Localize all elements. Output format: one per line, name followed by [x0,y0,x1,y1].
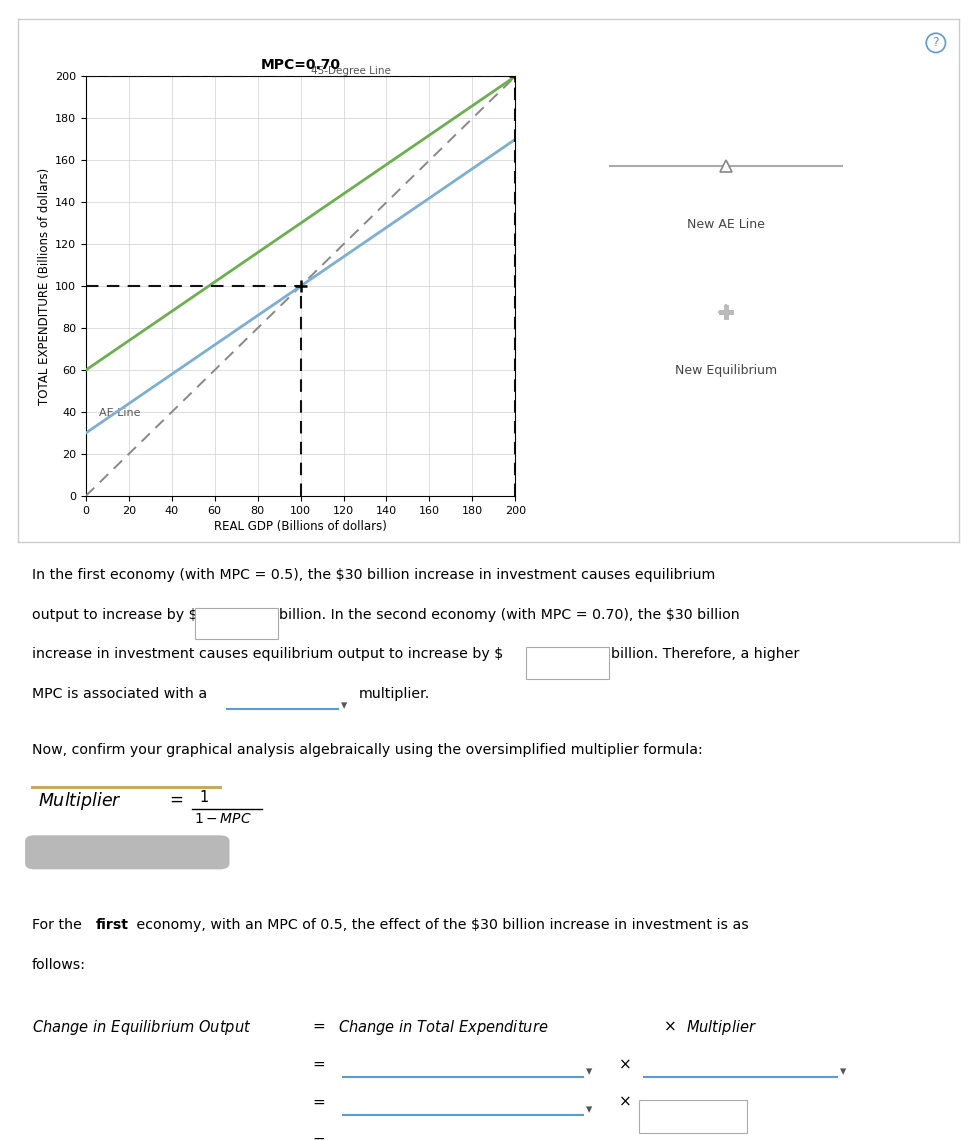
Title: MPC=0.70: MPC=0.70 [261,58,341,73]
Text: $\mathit{Change\ in\ Equilibrium\ Output}$: $\mathit{Change\ in\ Equilibrium\ Output… [31,1018,252,1037]
Text: ▾: ▾ [586,1102,591,1116]
Text: $=$: $=$ [309,1132,326,1140]
Text: $\mathit{Multiplier}$: $\mathit{Multiplier}$ [38,790,122,812]
FancyBboxPatch shape [194,608,277,640]
X-axis label: REAL GDP (Billions of dollars): REAL GDP (Billions of dollars) [214,520,387,532]
Text: increase in investment causes equilibrium output to increase by $: increase in investment causes equilibriu… [31,648,503,661]
Text: economy, with an MPC of 0.5, the effect of the $30 billion increase in investmen: economy, with an MPC of 0.5, the effect … [132,919,749,933]
Text: billion. Therefore, a higher: billion. Therefore, a higher [611,648,799,661]
Text: ▾: ▾ [586,1065,591,1077]
FancyBboxPatch shape [526,648,609,679]
Text: AE Line: AE Line [99,408,141,418]
Text: $\times$: $\times$ [663,1018,675,1033]
Y-axis label: TOTAL EXPENDITURE (Billions of dollars): TOTAL EXPENDITURE (Billions of dollars) [38,168,51,405]
Text: $=$: $=$ [166,790,183,808]
Text: $=$: $=$ [309,1056,326,1072]
Text: ▾: ▾ [839,1065,846,1077]
Text: $\times$: $\times$ [619,1056,631,1072]
Text: $\mathit{Change\ in\ Total\ Expenditure}$: $\mathit{Change\ in\ Total\ Expenditure}… [338,1018,549,1037]
Text: $1$: $1$ [199,789,209,805]
Text: Now, confirm your graphical analysis algebraically using the oversimplified mult: Now, confirm your graphical analysis alg… [31,743,703,757]
Text: In the first economy (with MPC = 0.5), the $30 billion increase in investment ca: In the first economy (with MPC = 0.5), t… [31,568,715,581]
Text: $\mathit{Multiplier}$: $\mathit{Multiplier}$ [686,1018,757,1037]
Text: first: first [96,919,129,933]
Text: New Equilibrium: New Equilibrium [675,364,777,377]
Text: $\mathit{1-MPC}$: $\mathit{1-MPC}$ [193,812,252,825]
FancyBboxPatch shape [25,836,229,870]
Text: For the: For the [31,919,86,933]
Text: follows:: follows: [31,959,86,972]
Text: 45-Degree Line: 45-Degree Line [311,66,391,76]
Text: $=$: $=$ [309,1094,326,1109]
Text: billion. In the second economy (with MPC = 0.70), the $30 billion: billion. In the second economy (with MPC… [279,608,740,621]
Text: output to increase by $: output to increase by $ [31,608,197,621]
Text: MPC is associated with a: MPC is associated with a [31,687,207,701]
Text: ?: ? [932,36,939,49]
Text: New AE Line: New AE Line [687,218,765,230]
Text: ▾: ▾ [341,699,346,712]
Text: $=$: $=$ [309,1018,326,1033]
Text: $\times$: $\times$ [619,1094,631,1109]
Text: multiplier.: multiplier. [358,687,429,701]
FancyBboxPatch shape [639,1100,748,1133]
